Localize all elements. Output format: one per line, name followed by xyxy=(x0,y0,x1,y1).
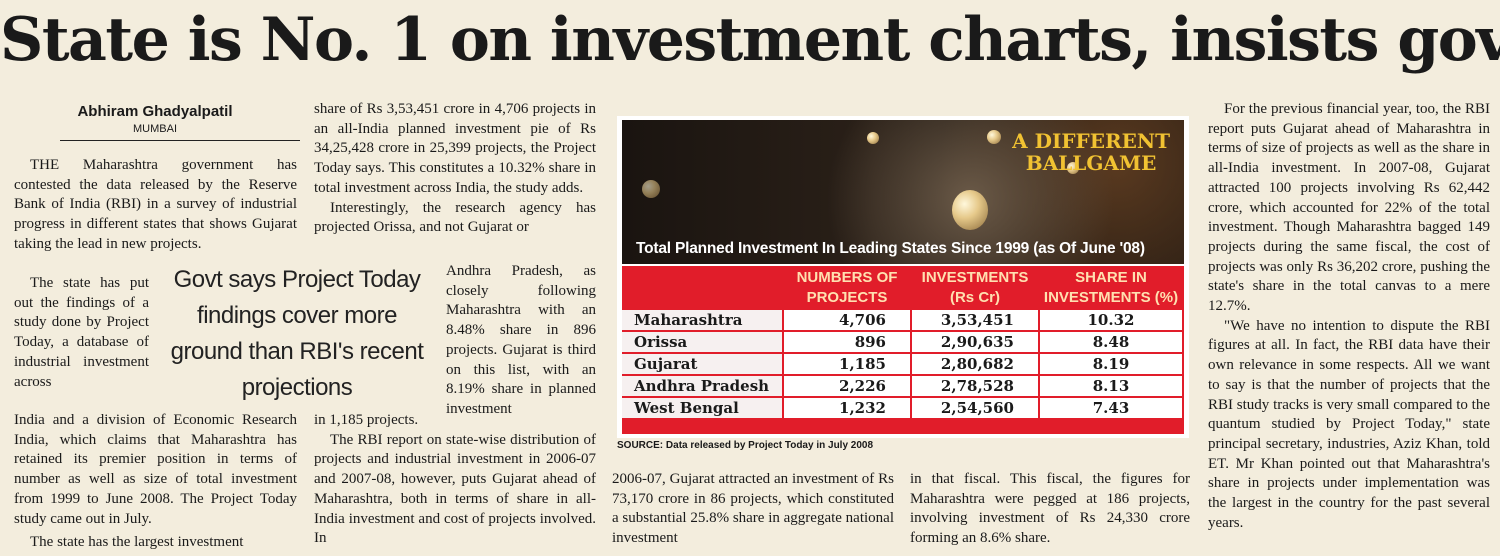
table-row: Gujarat 1,185 2,80,682 8.19 xyxy=(622,354,1184,376)
table-row: Maharashtra 4,706 3,53,451 10.32 xyxy=(622,310,1184,332)
table-cell-projects: 896 xyxy=(784,332,912,354)
column-2-top: share of Rs 3,53,451 crore in 4,706 proj… xyxy=(314,100,596,238)
byline-divider xyxy=(60,140,300,141)
paragraph: The state has put out the findings of a … xyxy=(14,275,149,390)
table-cell-share: 8.13 xyxy=(1040,376,1184,398)
table-cell-investment: 2,78,528 xyxy=(912,376,1040,398)
column-2-bottom: in 1,185 projects. The RBI report on sta… xyxy=(314,411,596,549)
paragraph: Interestingly, the research agency has p… xyxy=(314,199,596,236)
column-1-bottom: India and a division of Economic Researc… xyxy=(14,411,297,553)
table-cell-projects: 1,185 xyxy=(784,354,912,376)
paragraph: THE Maharashtra government has contested… xyxy=(14,157,297,252)
table-cell-state: West Bengal xyxy=(622,398,784,420)
dateline: MUMBAI xyxy=(133,123,177,135)
paragraph: For the previous financial year, too, th… xyxy=(1208,101,1490,315)
paragraph: in that fiscal. This fiscal, the figures… xyxy=(910,471,1190,547)
investment-table: NUMBERS OF PROJECTS INVESTMENTS (Rs Cr) … xyxy=(622,266,1184,420)
table-cell-state: Andhra Pradesh xyxy=(622,376,784,398)
byline: Abhiram Ghadyalpatil xyxy=(77,103,233,120)
table-cell-projects: 4,706 xyxy=(784,310,912,332)
table-cell-investment: 3,53,451 xyxy=(912,310,1040,332)
source-text: Data released by Project Today in July 2… xyxy=(665,440,874,451)
column-1-wrap: The state has put out the findings of a … xyxy=(14,274,149,392)
source-note: SOURCE: Data released by Project Today i… xyxy=(617,440,873,451)
paragraph: share of Rs 3,53,451 crore in 4,706 proj… xyxy=(314,101,596,196)
infographic-photo: A DIFFERENT BALLGAME Total Planned Inves… xyxy=(622,120,1184,264)
table-cell-share: 7.43 xyxy=(1040,398,1184,420)
paragraph: India and a division of Economic Researc… xyxy=(14,412,297,527)
paragraph: 2006-07, Gujarat attracted an investment… xyxy=(612,471,894,547)
table-cell-share: 8.48 xyxy=(1040,332,1184,354)
source-label: SOURCE: xyxy=(617,440,664,451)
table-cell-share: 8.19 xyxy=(1040,354,1184,376)
paragraph: "We have no intention to dispute the RBI… xyxy=(1208,317,1490,531)
table-cell-state: Orissa xyxy=(622,332,784,354)
snooker-ball xyxy=(987,130,1001,144)
table-cell-projects: 2,226 xyxy=(784,376,912,398)
paragraph: in 1,185 projects. xyxy=(314,412,419,428)
table-row: Andhra Pradesh 2,226 2,78,528 8.13 xyxy=(622,376,1184,398)
table-cell-share: 10.32 xyxy=(1040,310,1184,332)
infographic-title: A DIFFERENT BALLGAME xyxy=(1012,130,1170,174)
table-header: SHARE IN INVESTMENTS (%) xyxy=(1040,266,1184,310)
pull-quote: Govt says Project Today findings cover m… xyxy=(170,266,424,401)
column-3: 2006-07, Gujarat attracted an investment… xyxy=(612,470,894,549)
snooker-ball xyxy=(867,132,879,144)
paragraph: The state has the largest investment xyxy=(30,534,244,551)
table-cell-state: Maharashtra xyxy=(622,310,784,332)
column-1-top: THE Maharashtra government has contested… xyxy=(14,156,297,255)
table-row: Orissa 896 2,90,635 8.48 xyxy=(622,332,1184,354)
table-header: INVESTMENTS (Rs Cr) xyxy=(912,266,1040,310)
column-4: in that fiscal. This fiscal, the figures… xyxy=(910,470,1190,549)
paragraph: Andhra Pradesh, as closely following Mah… xyxy=(446,263,596,417)
table-row: West Bengal 1,232 2,54,560 7.43 xyxy=(622,398,1184,420)
snooker-ball xyxy=(1067,162,1079,174)
table-header-blank xyxy=(622,266,784,310)
column-2-wrap: Andhra Pradesh, as closely following Mah… xyxy=(446,262,596,420)
table-header-row: NUMBERS OF PROJECTS INVESTMENTS (Rs Cr) … xyxy=(622,266,1184,310)
snooker-ball xyxy=(642,180,660,198)
table-cell-investment: 2,54,560 xyxy=(912,398,1040,420)
table-cell-investment: 2,90,635 xyxy=(912,332,1040,354)
snooker-ball xyxy=(952,190,988,230)
paragraph: The RBI report on state-wise distributio… xyxy=(314,431,596,547)
infographic-caption: Total Planned Investment In Leading Stat… xyxy=(636,240,1145,257)
column-5: For the previous financial year, too, th… xyxy=(1208,100,1490,533)
table-cell-projects: 1,232 xyxy=(784,398,912,420)
table-cell-investment: 2,80,682 xyxy=(912,354,1040,376)
headline: State is No. 1 on investment charts, ins… xyxy=(0,5,1500,75)
infographic-title-line: A DIFFERENT xyxy=(1012,129,1170,153)
table-cell-state: Gujarat xyxy=(622,354,784,376)
infographic-title-line: BALLGAME xyxy=(1025,151,1157,175)
table-header: NUMBERS OF PROJECTS xyxy=(784,266,912,310)
